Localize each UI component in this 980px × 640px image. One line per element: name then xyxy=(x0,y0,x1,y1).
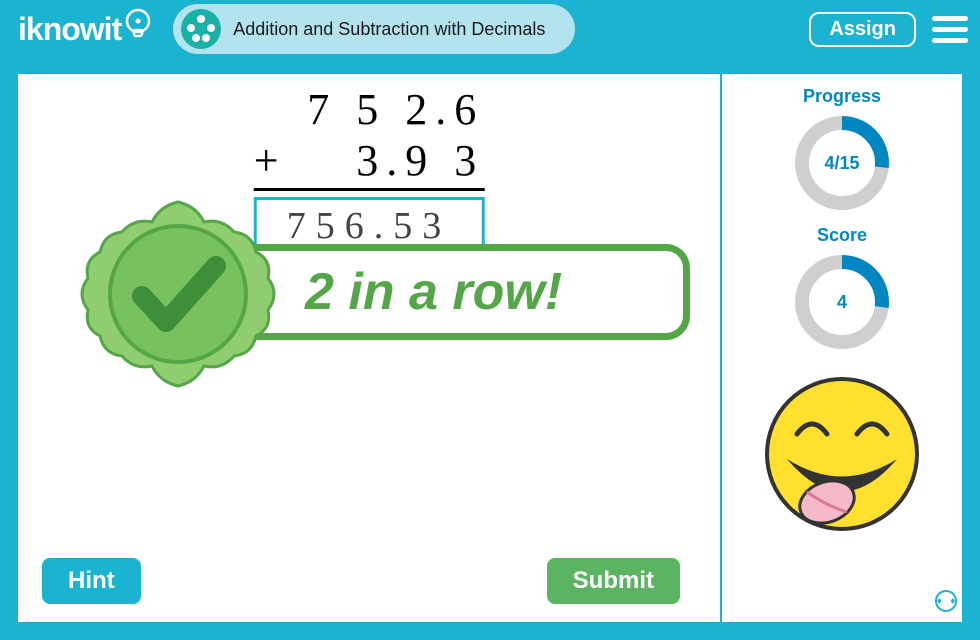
brand-text: iknowit xyxy=(18,11,121,48)
score-ring: 4 xyxy=(792,252,892,352)
progress-label: 4/15 xyxy=(792,113,892,213)
assign-button[interactable]: Assign xyxy=(809,12,916,47)
operator: + xyxy=(254,135,279,186)
streak-banner: 2 in a row! xyxy=(78,224,690,354)
app-header: iknowit Addition and Subtraction with De… xyxy=(0,0,980,58)
side-panel: Progress 4/15 Score 4 xyxy=(722,74,962,622)
hint-button[interactable]: Hint xyxy=(42,558,141,604)
level-indicator-icon[interactable] xyxy=(181,9,221,49)
streak-text: 2 in a row! xyxy=(305,262,562,322)
addend-1: 7 5 2.6 xyxy=(254,84,485,135)
score-heading: Score xyxy=(817,225,867,246)
lesson-title: Addition and Subtraction with Decimals xyxy=(233,19,545,40)
submit-button[interactable]: Submit xyxy=(547,558,680,604)
brand-logo[interactable]: iknowit xyxy=(18,8,153,50)
main-panel: 7 5 2.6 + 3.9 3 756.53 2 in a row! Hint … xyxy=(18,74,962,622)
progress-ring: 4/15 xyxy=(792,113,892,213)
lightbulb-icon xyxy=(123,8,153,50)
score-label: 4 xyxy=(792,252,892,352)
smiley-icon xyxy=(757,374,927,544)
progress-heading: Progress xyxy=(803,86,881,107)
resize-icon[interactable] xyxy=(934,589,958,618)
question-panel: 7 5 2.6 + 3.9 3 756.53 2 in a row! Hint … xyxy=(18,74,722,622)
menu-icon[interactable] xyxy=(932,16,968,43)
lesson-title-pill: Addition and Subtraction with Decimals xyxy=(173,4,575,54)
addend-2: 3.9 3 xyxy=(356,136,484,185)
checkmark-badge-icon xyxy=(78,194,278,394)
